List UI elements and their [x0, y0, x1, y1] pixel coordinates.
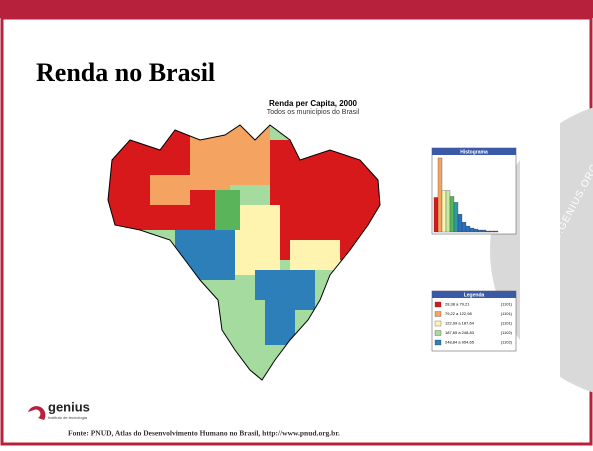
legend-swatch [434, 311, 442, 317]
histogram-title: Histograma [460, 149, 488, 155]
histogram-bar [433, 197, 439, 233]
logo-name: genius [48, 399, 90, 414]
legend-count: (1102) [501, 330, 513, 335]
histogram-bar [461, 221, 467, 233]
legend-swatch [434, 330, 442, 336]
legend-count: (1102) [501, 340, 513, 345]
watermark-cutout [520, 95, 560, 395]
histogram-bar [465, 225, 471, 233]
histogram-bar [441, 190, 447, 233]
map-outline [107, 124, 381, 381]
histogram-bar [485, 230, 491, 233]
legend-swatch [434, 301, 442, 308]
legend-swatch [434, 320, 442, 327]
legend-label: 248,84 a 954,65 [445, 340, 475, 345]
top-bar [0, 0, 593, 18]
histogram-bar [457, 214, 463, 233]
legend-label: 28,38 a 79,21 [445, 302, 470, 307]
legend-swatch [434, 339, 442, 346]
legend-count: (1101) [501, 321, 513, 326]
legend-label: 187,65 a 248,83 [445, 330, 475, 335]
histogram-bar [449, 196, 455, 233]
legend-label: 79,22 a 122,98 [445, 311, 472, 316]
legend-count: (1101) [501, 311, 513, 316]
histogram-bar [469, 227, 475, 233]
histogram-bar [477, 229, 483, 233]
title: Renda no Brasil [36, 58, 215, 87]
histogram-header [432, 148, 516, 155]
histogram-bar [445, 190, 451, 233]
map-subtitle: Todos os municípios do Brasil [267, 109, 360, 116]
histogram-bar [489, 230, 495, 233]
histogram-bar [481, 229, 487, 233]
map-title: Renda per Capita, 2000 [269, 99, 358, 108]
legend-title: Legenda [464, 292, 485, 298]
legend-label: 122,99 a 187,64 [445, 321, 475, 326]
legend-panel [431, 290, 517, 352]
histogram-bar [493, 230, 499, 233]
logo-tagline: Instituto de tecnologia [48, 415, 88, 420]
legend-count: (1101) [501, 302, 513, 307]
histogram-bar [437, 157, 443, 233]
logo-mark [28, 406, 46, 420]
legend-header [432, 291, 516, 298]
histogram-bar [473, 228, 479, 233]
histogram-bar [453, 202, 459, 233]
footer-source: Fonte: PNUD, Atlas do Desenvolvimento Hu… [68, 429, 340, 438]
